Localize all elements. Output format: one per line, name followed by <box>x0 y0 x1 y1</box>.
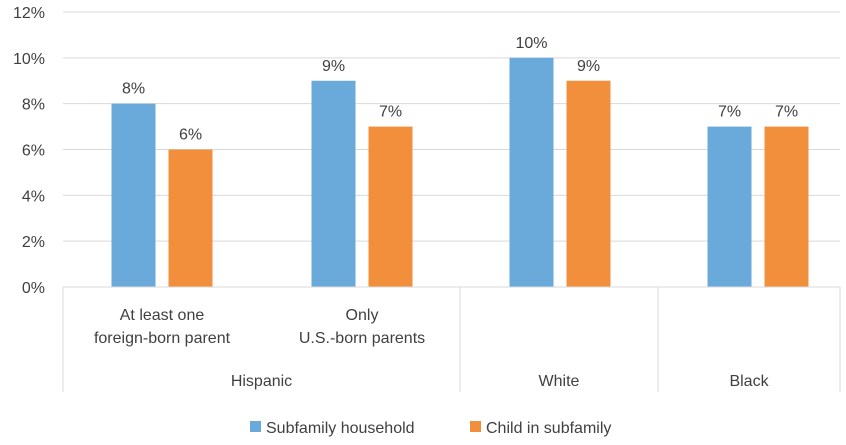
x-category-label: U.S.-born parents <box>299 330 425 347</box>
data-label: 7% <box>379 104 402 121</box>
bar-child-in-subfamily <box>368 126 413 287</box>
data-label: 6% <box>179 127 202 144</box>
data-label: 9% <box>322 58 345 75</box>
legend-swatch <box>470 421 481 432</box>
bar-subfamily-household <box>311 80 356 287</box>
legend: Subfamily household Child in subfamily <box>250 420 611 437</box>
y-tick-label: 10% <box>13 51 45 68</box>
x-parent-category-label: Black <box>729 373 769 390</box>
data-label: 10% <box>515 35 547 52</box>
bars <box>111 57 809 288</box>
y-tick-label: 12% <box>13 5 45 22</box>
bar-subfamily-household <box>707 126 752 287</box>
y-tick-label: 6% <box>22 143 45 160</box>
data-label: 9% <box>577 58 600 75</box>
x-axis: At least one foreign-born parent Only U.S.-… <box>62 286 841 392</box>
bar-child-in-subfamily <box>566 80 611 287</box>
data-labels: 8% 9% 10% 7% 6% 7% 9% 7% <box>122 35 798 144</box>
data-label: 8% <box>122 81 145 98</box>
x-category-label: Only <box>346 307 379 324</box>
data-label: 7% <box>718 104 741 121</box>
x-category-label: foreign-born parent <box>94 330 231 347</box>
y-tick-label: 8% <box>22 97 45 114</box>
x-category-label: At least one <box>120 307 205 324</box>
bar-subfamily-household <box>509 57 554 288</box>
data-label: 7% <box>775 104 798 121</box>
legend-label: Subfamily household <box>266 420 415 437</box>
bar-child-in-subfamily <box>764 126 809 287</box>
legend-swatch <box>250 421 261 432</box>
x-parent-category-label: White <box>539 373 580 390</box>
y-tick-label: 4% <box>22 188 45 205</box>
bar-child-in-subfamily <box>168 149 213 287</box>
y-axis-ticks: 0% 2% 4% 6% 8% 10% 12% <box>13 5 45 297</box>
legend-label: Child in subfamily <box>486 420 611 437</box>
y-tick-label: 0% <box>22 280 45 297</box>
x-parent-category-label: Hispanic <box>231 373 292 390</box>
bar-subfamily-household <box>111 103 156 288</box>
y-tick-label: 2% <box>22 234 45 251</box>
